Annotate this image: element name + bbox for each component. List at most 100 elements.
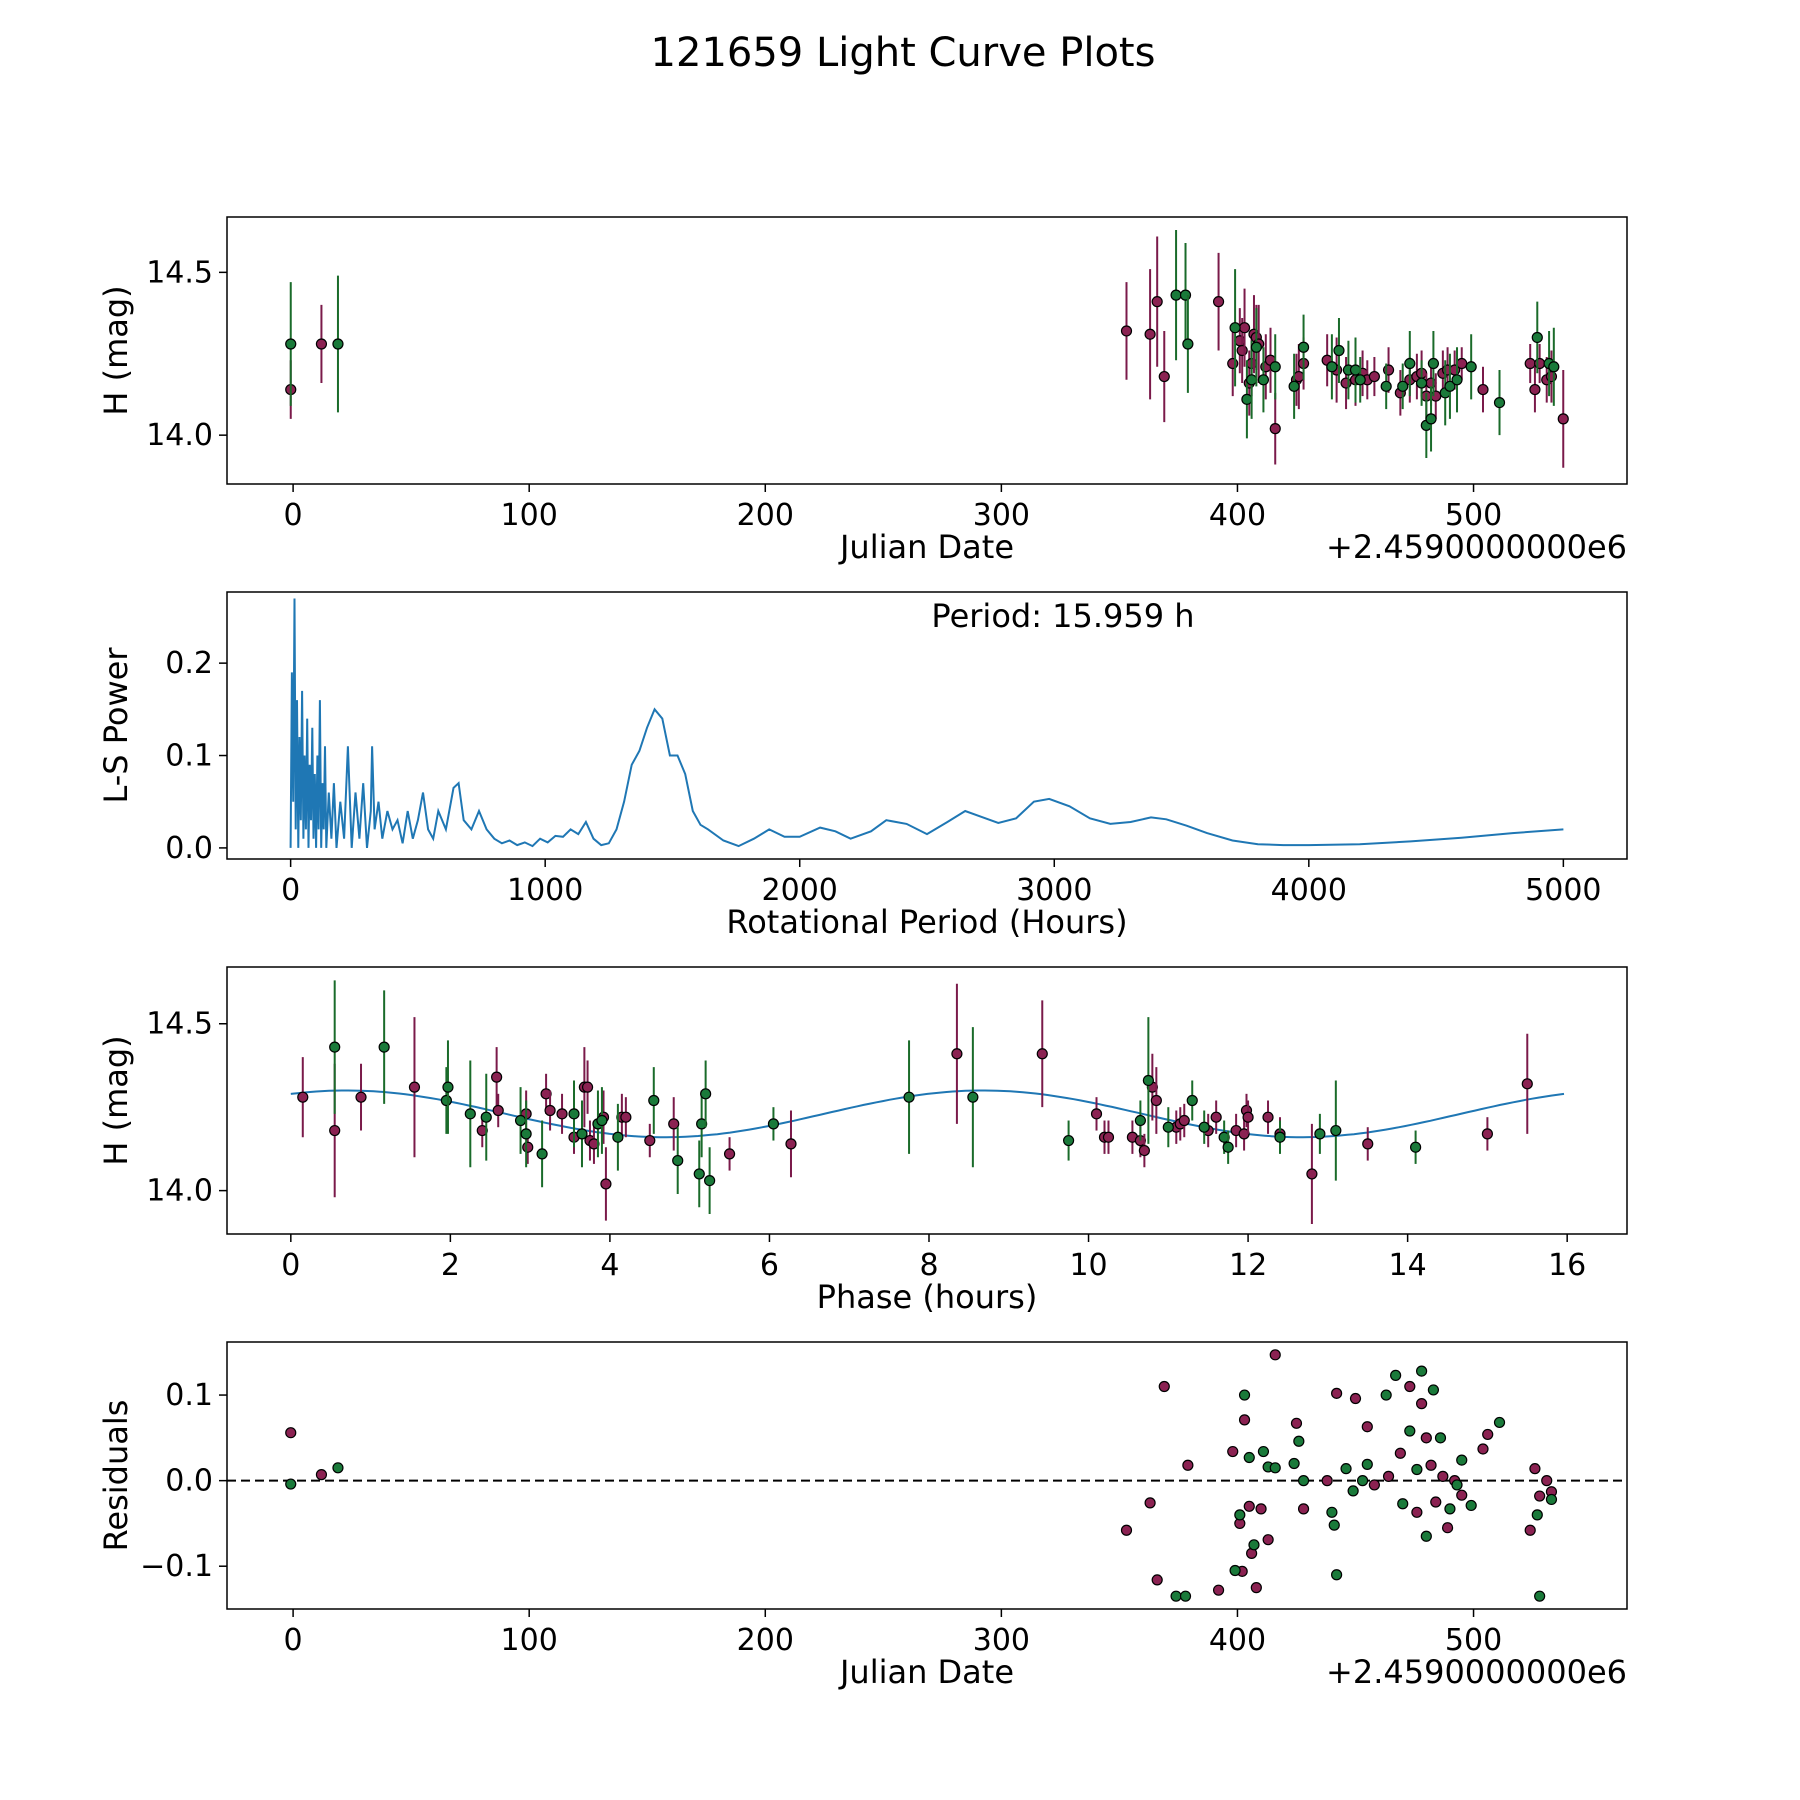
phased-data-point [704, 1174, 716, 1187]
phased-data-point [492, 1104, 504, 1117]
lightcurve-data-point [1182, 338, 1194, 350]
residuals-data-point [1340, 1463, 1352, 1475]
phased-axes-frame [226, 966, 1628, 1235]
lightcurve-data-point [1212, 296, 1225, 308]
periodogram-ytick-label: 0.1 [165, 739, 213, 774]
phased-ytick-label: 14.5 [146, 1007, 213, 1042]
lightcurve-data-point [1529, 383, 1541, 396]
residuals-data-point [1545, 1493, 1558, 1506]
residuals-data-point [1349, 1392, 1362, 1405]
residuals-data-point [1179, 1590, 1192, 1602]
periodogram-ylabel: L-S Power [97, 647, 135, 804]
residuals-data-point [1361, 1458, 1373, 1470]
lightcurve-data-point [1493, 396, 1506, 409]
phased-data-point [355, 1091, 367, 1103]
lightcurve-data-point [1120, 325, 1133, 337]
phased-data-point [1218, 1131, 1230, 1143]
phased-ylabel: H (mag) [97, 1035, 135, 1165]
lightcurve-data-point [1326, 361, 1338, 373]
residuals-data-point [1427, 1384, 1440, 1396]
residuals-data-point [1441, 1522, 1454, 1534]
lightcurve-data-point [315, 338, 328, 350]
residuals-data-point [1390, 1369, 1402, 1381]
residuals-ytick-label: 0.0 [165, 1464, 213, 1499]
residuals-data-point [1531, 1509, 1543, 1521]
periodogram-ytick-label: 0.2 [165, 646, 213, 681]
residuals-data-point [1288, 1457, 1300, 1470]
residuals-data-point [1524, 1524, 1536, 1536]
phased-data-point [723, 1148, 736, 1160]
residuals-data-point [1451, 1479, 1463, 1491]
lightcurve-data-point [1427, 357, 1440, 370]
phased-xtick-label: 0 [281, 1248, 300, 1283]
phased-xtick-label: 2 [441, 1248, 460, 1283]
lightcurve-data-point [1333, 344, 1345, 357]
phased-data-point [1138, 1144, 1150, 1157]
residuals-data-point [1361, 1421, 1373, 1433]
phased-data-point [1330, 1124, 1342, 1137]
phased-data-point [464, 1108, 476, 1120]
residuals-data-point [1257, 1445, 1270, 1458]
lightcurve-data-point [1534, 357, 1546, 370]
lightcurve-data-point [1234, 335, 1246, 347]
residuals-data-point [1170, 1590, 1182, 1602]
residuals-ytick-label: −0.1 [140, 1549, 213, 1584]
residuals-data-point [1347, 1485, 1359, 1497]
periodogram-xlabel: Rotational Period (Hours) [726, 903, 1127, 941]
phased-xtick-label: 4 [600, 1248, 619, 1283]
lightcurve-offset-label: +2.4590000000e6 [1326, 528, 1627, 566]
phased-data-point [408, 1081, 421, 1093]
phased-data-point [1062, 1134, 1075, 1147]
residuals-data-point [1227, 1445, 1239, 1458]
residuals-panel: 0 100 200 300 400 500 0.1 0.0 −0.1 Julian Date Res… [97, 1341, 1628, 1691]
phased-data-point [1142, 1074, 1154, 1087]
phased-data-point [696, 1118, 708, 1130]
lightcurve-panel: 0 100 200 300 400 500 14.0 14.5 Julian Date H (ma… [97, 216, 1628, 566]
residuals-data-point [1269, 1349, 1281, 1361]
lightcurve-data-point [1425, 413, 1437, 425]
phased-data-point [785, 1138, 797, 1150]
periodogram-xtick-label: 4000 [1271, 873, 1347, 908]
lightcurve-data-point [1451, 374, 1463, 386]
residuals-data-point [1290, 1417, 1303, 1429]
residuals-data-point [1465, 1499, 1477, 1512]
phased-data-point [648, 1094, 660, 1107]
phased-data-point [1242, 1111, 1254, 1123]
lightcurve-data-point [1349, 364, 1362, 376]
figure-title: 121659 Light Curve Plots [651, 30, 1156, 76]
phased-data-point [329, 1124, 341, 1137]
phased-data-point [1210, 1111, 1222, 1123]
residuals-data-point [1243, 1500, 1255, 1512]
lightcurve-data-point [1250, 341, 1262, 353]
lightcurve-data-point [1368, 370, 1380, 383]
phased-data-point [672, 1154, 684, 1167]
phased-xtick-label: 8 [919, 1248, 938, 1283]
phased-data-point [568, 1108, 580, 1120]
residuals-data-point [332, 1462, 344, 1474]
phased-data-point [440, 1094, 452, 1107]
phased-xtick-label: 14 [1389, 1248, 1427, 1283]
periodogram-plot-area [289, 598, 1564, 849]
residuals-data-point [1255, 1503, 1267, 1515]
lightcurve-data-point [332, 338, 344, 350]
phased-plot-area [290, 980, 1565, 1224]
lightcurve-xtick-label: 0 [284, 498, 303, 533]
phased-panel: 0 2 4 6 8 10 12 14 16 14.0 14.5 Phase (hours) H (mag… [97, 966, 1628, 1316]
phased-data-point [1481, 1128, 1493, 1140]
lightcurve-xtick-label: 400 [1209, 498, 1266, 533]
lightcurve-data-point [1288, 380, 1300, 392]
residuals-data-point [1434, 1432, 1447, 1444]
residuals-data-point [1326, 1506, 1338, 1518]
residuals-data-point [1120, 1524, 1133, 1536]
phased-data-point [520, 1128, 532, 1140]
residuals-data-point [1297, 1475, 1310, 1487]
periodogram-ytick-label: 0.0 [165, 831, 213, 866]
phased-data-point [1222, 1141, 1234, 1153]
residuals-data-point [1404, 1425, 1416, 1437]
lightcurve-data-point [1531, 331, 1543, 344]
phased-data-point [1162, 1121, 1174, 1133]
residuals-data-point [1420, 1432, 1432, 1444]
phased-xtick-label: 16 [1548, 1248, 1586, 1283]
residuals-data-point [1456, 1454, 1468, 1466]
residuals-data-point [1229, 1564, 1241, 1577]
